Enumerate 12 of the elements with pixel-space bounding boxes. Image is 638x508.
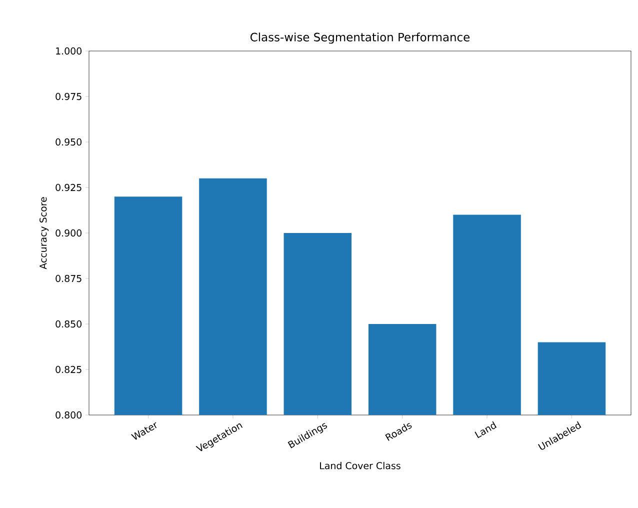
y-tick-label: 1.000 — [56, 47, 82, 55]
y-tick-label: 0.875 — [56, 274, 82, 282]
chart-title: Class-wise Segmentation Performance — [250, 32, 470, 44]
y-tick-label: 0.850 — [56, 320, 82, 328]
y-tick-label: 0.925 — [56, 184, 82, 192]
y-tick-label: 0.975 — [56, 92, 82, 100]
y-tick-label: 0.950 — [56, 138, 82, 146]
y-tick-label: 0.825 — [56, 366, 82, 374]
x-axis-title: Land Cover Class — [320, 462, 400, 470]
y-tick-label: 0.800 — [56, 411, 82, 419]
y-axis-title: Accuracy Score — [40, 197, 49, 270]
y-tick-label: 0.900 — [56, 229, 82, 237]
